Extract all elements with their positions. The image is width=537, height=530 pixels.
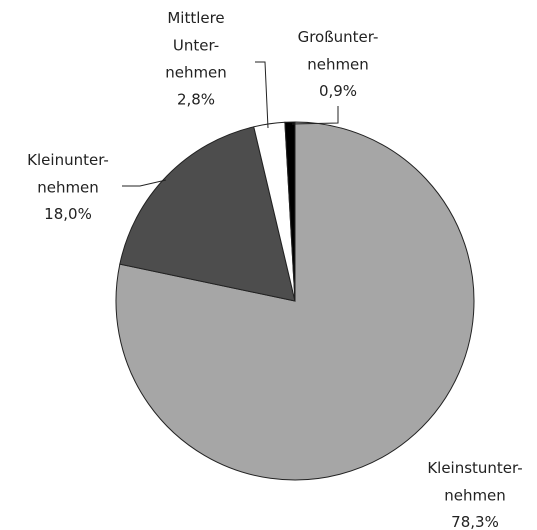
leader-line [122, 179, 167, 187]
category-label: Mittlere Unter-nehmen [165, 9, 227, 82]
value-label: 0,9% [319, 82, 357, 100]
leader-line [291, 106, 339, 125]
value-label: 78,3% [451, 513, 499, 530]
pie-slice [119, 126, 296, 302]
pie-slice [284, 121, 296, 302]
category-label: Großunter-nehmen [298, 28, 379, 73]
leader-line [255, 61, 269, 129]
value-label: 2,8% [177, 90, 215, 108]
category-label: Kleinunter-nehmen [27, 151, 109, 196]
category-label: Kleinstunter-nehmen [427, 459, 522, 504]
value-label: 18,0% [44, 205, 92, 223]
